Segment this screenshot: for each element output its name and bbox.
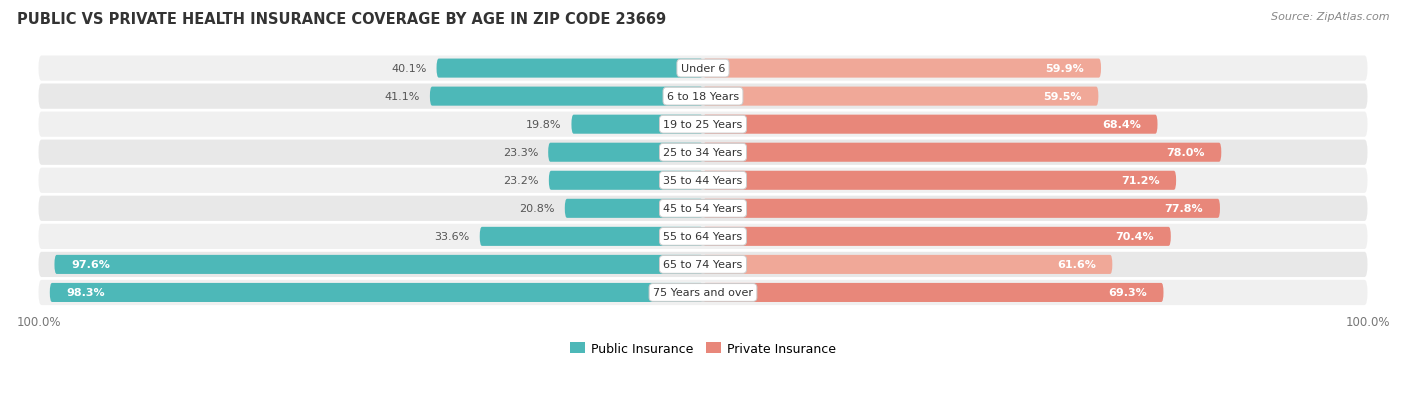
Text: 35 to 44 Years: 35 to 44 Years xyxy=(664,176,742,186)
FancyBboxPatch shape xyxy=(703,59,1101,78)
Text: 23.2%: 23.2% xyxy=(503,176,538,186)
FancyBboxPatch shape xyxy=(565,199,703,218)
FancyBboxPatch shape xyxy=(430,88,703,107)
FancyBboxPatch shape xyxy=(703,143,1222,162)
Text: 25 to 34 Years: 25 to 34 Years xyxy=(664,148,742,158)
FancyBboxPatch shape xyxy=(703,199,1220,218)
Text: 69.3%: 69.3% xyxy=(1108,288,1147,298)
Text: Source: ZipAtlas.com: Source: ZipAtlas.com xyxy=(1271,12,1389,22)
FancyBboxPatch shape xyxy=(703,88,1098,107)
FancyBboxPatch shape xyxy=(548,171,703,190)
Text: 23.3%: 23.3% xyxy=(503,148,538,158)
FancyBboxPatch shape xyxy=(49,283,703,302)
FancyBboxPatch shape xyxy=(38,224,1368,249)
FancyBboxPatch shape xyxy=(38,84,1368,109)
Text: 45 to 54 Years: 45 to 54 Years xyxy=(664,204,742,214)
FancyBboxPatch shape xyxy=(548,143,703,162)
Text: 78.0%: 78.0% xyxy=(1166,148,1205,158)
Text: 59.5%: 59.5% xyxy=(1043,92,1081,102)
Text: 19.8%: 19.8% xyxy=(526,120,561,130)
FancyBboxPatch shape xyxy=(38,280,1368,305)
Text: 61.6%: 61.6% xyxy=(1057,260,1095,270)
FancyBboxPatch shape xyxy=(38,112,1368,138)
Text: 77.8%: 77.8% xyxy=(1164,204,1204,214)
Text: 75 Years and over: 75 Years and over xyxy=(652,288,754,298)
FancyBboxPatch shape xyxy=(703,255,1112,274)
Text: 41.1%: 41.1% xyxy=(385,92,420,102)
Text: 40.1%: 40.1% xyxy=(391,64,426,74)
Text: PUBLIC VS PRIVATE HEALTH INSURANCE COVERAGE BY AGE IN ZIP CODE 23669: PUBLIC VS PRIVATE HEALTH INSURANCE COVER… xyxy=(17,12,666,27)
FancyBboxPatch shape xyxy=(703,283,1164,302)
Text: 70.4%: 70.4% xyxy=(1115,232,1154,242)
FancyBboxPatch shape xyxy=(703,171,1177,190)
FancyBboxPatch shape xyxy=(38,140,1368,166)
FancyBboxPatch shape xyxy=(436,59,703,78)
Legend: Public Insurance, Private Insurance: Public Insurance, Private Insurance xyxy=(565,337,841,360)
FancyBboxPatch shape xyxy=(55,255,703,274)
FancyBboxPatch shape xyxy=(571,115,703,134)
Text: 97.6%: 97.6% xyxy=(72,260,110,270)
Text: 20.8%: 20.8% xyxy=(519,204,555,214)
FancyBboxPatch shape xyxy=(38,168,1368,193)
Text: 71.2%: 71.2% xyxy=(1121,176,1160,186)
Text: 68.4%: 68.4% xyxy=(1102,120,1140,130)
Text: Under 6: Under 6 xyxy=(681,64,725,74)
FancyBboxPatch shape xyxy=(38,252,1368,278)
Text: 6 to 18 Years: 6 to 18 Years xyxy=(666,92,740,102)
FancyBboxPatch shape xyxy=(703,227,1171,246)
FancyBboxPatch shape xyxy=(703,115,1157,134)
Text: 33.6%: 33.6% xyxy=(434,232,470,242)
Text: 98.3%: 98.3% xyxy=(66,288,105,298)
Text: 65 to 74 Years: 65 to 74 Years xyxy=(664,260,742,270)
Text: 55 to 64 Years: 55 to 64 Years xyxy=(664,232,742,242)
FancyBboxPatch shape xyxy=(38,56,1368,81)
Text: 19 to 25 Years: 19 to 25 Years xyxy=(664,120,742,130)
FancyBboxPatch shape xyxy=(479,227,703,246)
Text: 59.9%: 59.9% xyxy=(1046,64,1084,74)
FancyBboxPatch shape xyxy=(38,196,1368,221)
